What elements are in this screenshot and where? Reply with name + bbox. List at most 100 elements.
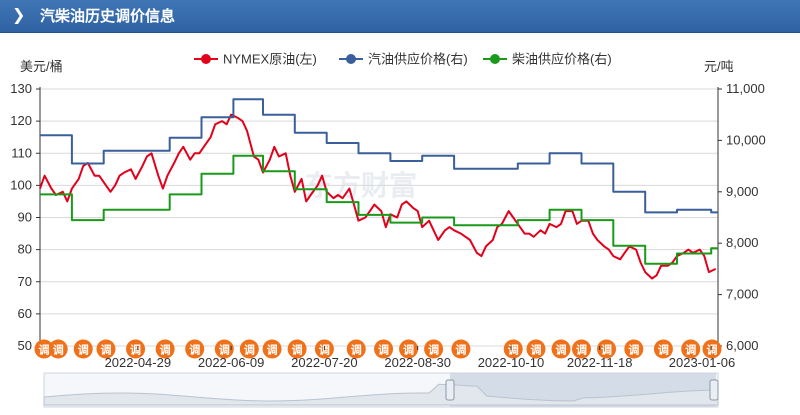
adjustment-marker: 调	[73, 339, 93, 359]
adjustment-marker: 调	[96, 339, 116, 359]
adjustment-marker: 调	[346, 339, 366, 359]
adjustment-marker-label: 调	[685, 343, 696, 357]
adjustment-marker-dot	[399, 339, 419, 359]
section-header: ❯ 汽柴油历史调价信息	[0, 0, 800, 33]
adjustment-marker-label: 调	[428, 343, 439, 357]
adjustment-marker: 调	[597, 339, 617, 359]
adjustment-marker: 调	[48, 339, 68, 359]
legend-swatch-dot	[201, 54, 211, 64]
adjustment-marker-label: 调	[100, 343, 111, 357]
adjustment-marker-label: 调	[267, 343, 278, 357]
left-tick-label: 50	[18, 338, 32, 353]
adjustment-marker-dot	[451, 339, 471, 359]
adjustment-markers: 调调调调调调调调调调调调调调调调调调调调调调调调调调	[34, 339, 722, 359]
adjustment-marker: 调	[399, 339, 419, 359]
legend: NYMEX原油(左) 汽油供应价格(右) 柴油供应价格(右)	[194, 52, 612, 67]
adjustment-marker: 调	[262, 339, 282, 359]
legend-item[interactable]: NYMEX原油(左)	[194, 52, 317, 67]
adjustment-marker-dot	[214, 339, 234, 359]
legend-label: NYMEX原油(左)	[223, 52, 317, 67]
adjustment-marker-dot	[597, 339, 617, 359]
range-navigator[interactable]	[43, 372, 719, 408]
adjustment-marker-dot	[551, 339, 571, 359]
grid-lines	[40, 88, 718, 347]
left-tick-label: 70	[18, 274, 32, 289]
x-tick-label: 2022-07-20	[291, 355, 358, 370]
left-tick-label: 100	[10, 177, 32, 192]
adjustment-marker-label: 调	[403, 343, 414, 357]
adjustment-marker-label: 调	[189, 343, 200, 357]
adjustment-marker-label: 调	[39, 343, 50, 357]
chevron-right-icon[interactable]: ❯	[12, 7, 26, 24]
left-tick-label: 90	[18, 210, 32, 225]
adjustment-marker: 调	[239, 339, 259, 359]
adjustment-marker-dot	[346, 339, 366, 359]
right-axis-unit: 元/吨	[704, 59, 734, 74]
diesel-price-line	[40, 154, 718, 265]
adjustment-marker: 调	[126, 339, 146, 359]
adjustment-marker-dot	[571, 339, 591, 359]
x-tick-label: 2022-08-30	[384, 355, 451, 370]
adjustment-marker-label: 调	[576, 343, 587, 357]
adjustment-marker-dot	[374, 339, 394, 359]
adjustment-marker-dot	[503, 339, 523, 359]
navigator-minichart	[43, 383, 719, 406]
right-tick-label: 10,000	[726, 132, 766, 147]
adjustment-marker: 调	[214, 339, 234, 359]
left-tick-label: 130	[10, 81, 32, 96]
x-tick-label: 2023-01-06	[669, 355, 736, 370]
adjustment-marker: 调	[702, 339, 722, 359]
adjustment-marker-dot	[424, 339, 444, 359]
adjustment-marker: 调	[287, 339, 307, 359]
adjustment-marker-dot	[526, 339, 546, 359]
adjustment-marker: 调	[681, 339, 701, 359]
adjustment-marker-label: 调	[658, 343, 669, 357]
navigator-left-handle[interactable]	[445, 379, 455, 401]
adjustment-marker-dot	[185, 339, 205, 359]
x-axis-labels: 2022-04-29 2022-06-09 2022-07-20 2022-08-30…	[105, 346, 736, 370]
legend-item[interactable]: 汽油供应价格(右)	[339, 52, 468, 67]
adjustment-marker-dot	[239, 339, 259, 359]
adjustment-marker: 调	[374, 339, 394, 359]
right-tick-label: 11,000	[726, 81, 765, 96]
adjustment-marker-dot	[96, 339, 116, 359]
adjustment-marker: 调	[526, 339, 546, 359]
adjustment-marker: 调	[185, 339, 205, 359]
adjustment-marker-label: 调	[219, 343, 230, 357]
adjustment-marker-label: 调	[556, 343, 567, 357]
right-tick-label: 8,000	[726, 235, 759, 250]
adjustment-marker-label: 调	[160, 343, 171, 357]
adjustment-marker: 调	[551, 339, 571, 359]
x-tick-label: 2022-04-29	[105, 355, 172, 370]
adjustment-marker: 调	[624, 339, 644, 359]
nymex-crude-line	[39, 113, 717, 280]
section-title: 汽柴油历史调价信息	[40, 8, 176, 25]
left-tick-label: 80	[18, 242, 32, 257]
right-tick-label: 7,000	[726, 287, 759, 302]
adjustment-marker-label: 调	[508, 343, 519, 357]
adjustment-marker: 调	[424, 339, 444, 359]
adjustment-marker-dot	[702, 339, 722, 359]
legend-item[interactable]: 柴油供应价格(右)	[483, 52, 612, 67]
x-tick-label: 2022-10-10	[478, 355, 545, 370]
navigator-right-handle[interactable]	[709, 379, 719, 401]
x-tick-label: 2022-06-09	[198, 355, 265, 370]
adjustment-marker-label: 调	[244, 343, 255, 357]
adjustment-marker-label: 调	[53, 343, 64, 357]
adjustment-marker: 调	[571, 339, 591, 359]
adjustment-marker-dot	[262, 339, 282, 359]
adjustment-marker-label: 调	[530, 343, 541, 357]
left-axis-unit: 美元/桶	[20, 59, 63, 74]
x-tick-label: 2022-11-18	[567, 355, 633, 370]
left-axis: 50 60 70 80 90 100 110 120 130	[10, 81, 41, 353]
legend-swatch-dot	[346, 54, 356, 64]
adjustment-marker-dot	[287, 339, 307, 359]
right-tick-label: 6,000	[726, 338, 759, 353]
right-tick-label: 9,000	[726, 184, 759, 199]
adjustment-marker-label: 调	[455, 343, 466, 357]
adjustment-marker: 调	[155, 339, 175, 359]
adjustment-marker: 调	[451, 339, 471, 359]
adjustment-marker-dot	[624, 339, 644, 359]
series-group	[39, 98, 718, 280]
adjustment-marker-label: 调	[351, 343, 362, 357]
